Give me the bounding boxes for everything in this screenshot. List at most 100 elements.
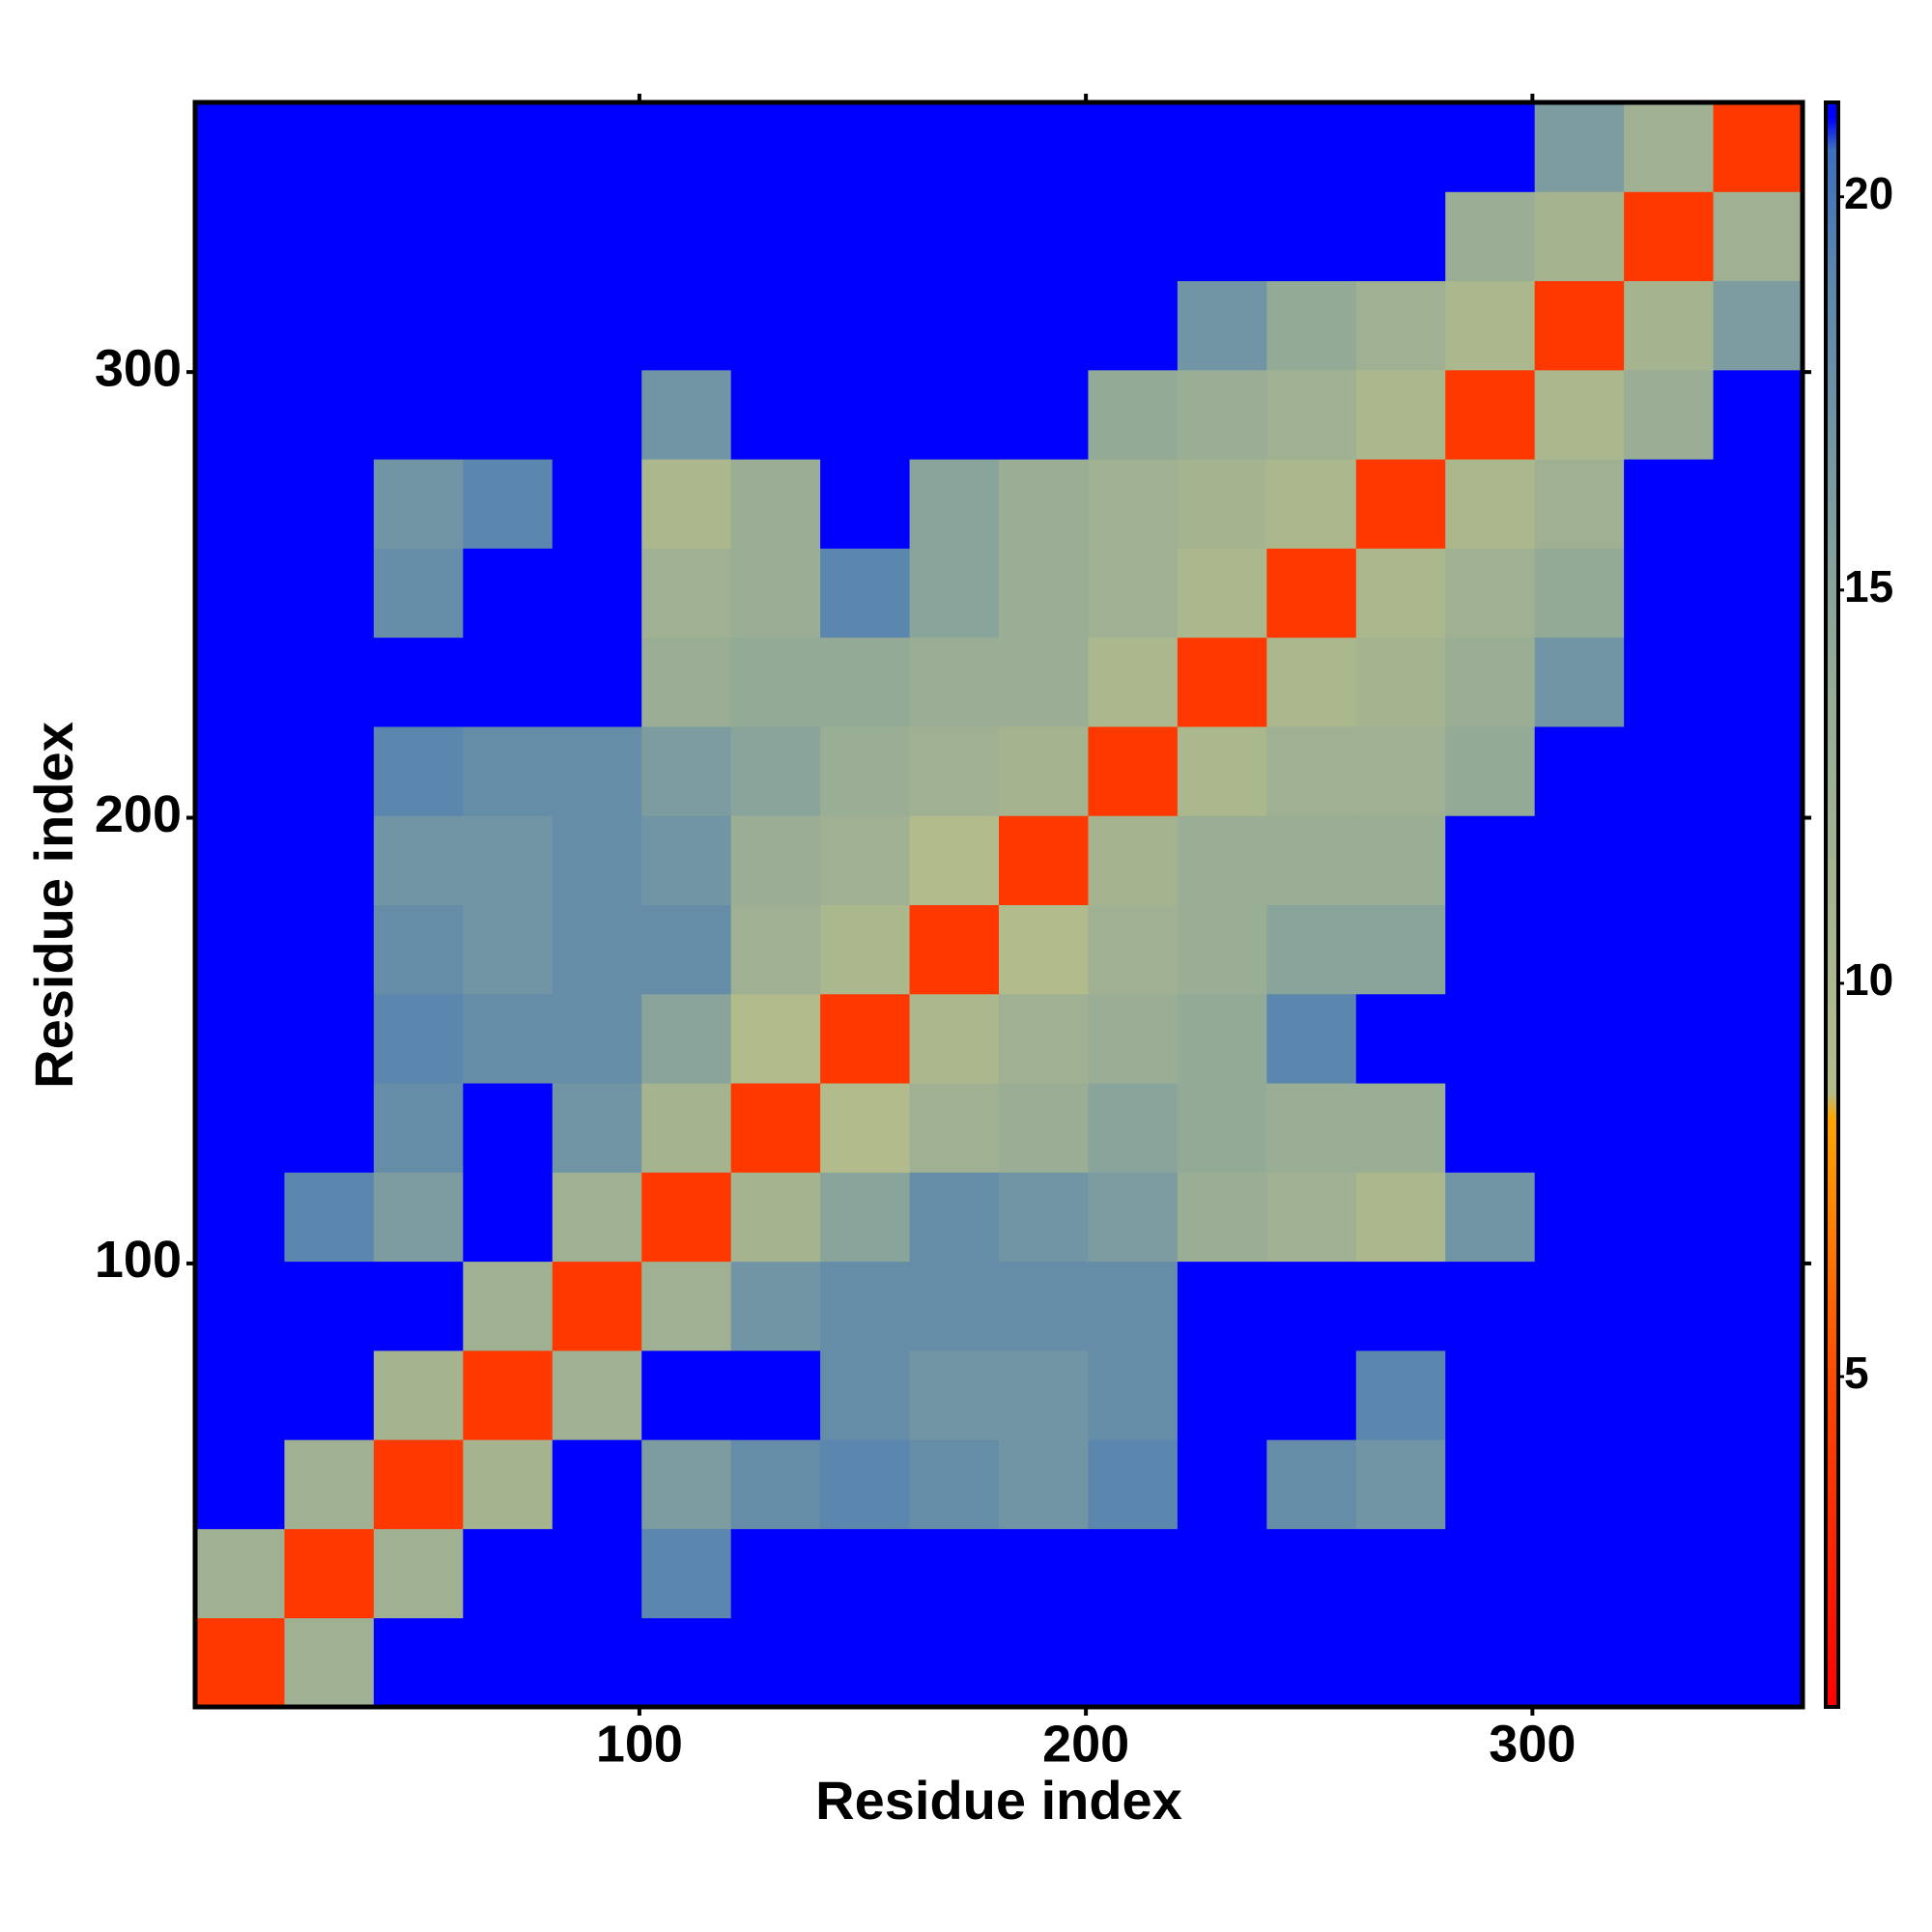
heatmap-cell [730, 369, 821, 460]
heatmap-cell [1355, 904, 1446, 995]
heatmap-cell [909, 1261, 1000, 1351]
heatmap-cell [463, 637, 554, 727]
heatmap-cell [1445, 1617, 1536, 1708]
heatmap-cell [552, 815, 642, 905]
heatmap-cell [1624, 1172, 1715, 1263]
heatmap-cell [1713, 191, 1804, 282]
heatmap-cell [284, 904, 375, 995]
heatmap-cells [195, 102, 1804, 1708]
heatmap-cell [1088, 637, 1179, 727]
heatmap-cell [284, 548, 375, 639]
heatmap-cell [463, 1528, 554, 1619]
heatmap-cell [1088, 815, 1179, 905]
heatmap-cell [1713, 102, 1804, 192]
x-tick-label: 200 [1042, 1715, 1129, 1773]
heatmap-cell [1624, 1617, 1715, 1708]
heatmap-cell [820, 459, 911, 549]
colorbar-tick-label: 10 [1844, 954, 1893, 1005]
heatmap-cell [1445, 459, 1536, 549]
heatmap-cell [1534, 102, 1625, 192]
heatmap-cell [820, 1439, 911, 1529]
heatmap-cell [1177, 1261, 1267, 1351]
y-tick-label: 100 [95, 1231, 182, 1289]
heatmap-cell [909, 459, 1000, 549]
heatmap-cell [730, 1172, 821, 1263]
heatmap-cell [1624, 369, 1715, 460]
heatmap-cell [1177, 1439, 1267, 1529]
heatmap-cell [820, 1261, 911, 1351]
heatmap-cell [552, 1083, 642, 1173]
heatmap-cell [1624, 815, 1715, 905]
heatmap-cell [373, 102, 464, 192]
heatmap-cell [641, 280, 732, 371]
heatmap-cell [909, 993, 1000, 1084]
heatmap-cell [195, 369, 285, 460]
heatmap-cell [999, 637, 1089, 727]
heatmap-cell [1624, 102, 1715, 192]
heatmap-cell [195, 1261, 285, 1351]
x-tick-label: 300 [1489, 1715, 1576, 1773]
heatmap-cell [730, 280, 821, 371]
heatmap-cell [373, 548, 464, 639]
heatmap-cell [1445, 815, 1536, 905]
heatmap-cell [1445, 1261, 1536, 1351]
heatmap-cell [1713, 1350, 1804, 1440]
heatmap-cell [373, 1172, 464, 1263]
heatmap-cell [463, 369, 554, 460]
heatmap-cell [463, 725, 554, 816]
heatmap-cell [820, 1083, 911, 1173]
heatmap-cell [463, 1083, 554, 1173]
heatmap-cell [820, 815, 911, 905]
heatmap-cell [552, 459, 642, 549]
heatmap-cell [552, 904, 642, 995]
heatmap-cell [1088, 1617, 1179, 1708]
heatmap-cell [1534, 280, 1625, 371]
heatmap-cell [1088, 1350, 1179, 1440]
heatmap-cell [1266, 459, 1357, 549]
heatmap-cell [999, 1439, 1089, 1529]
heatmap-cell [999, 1528, 1089, 1619]
heatmap-cell [552, 1350, 642, 1440]
heatmap-cell [1534, 993, 1625, 1084]
heatmap-cell [373, 1528, 464, 1619]
heatmap-cell [1713, 637, 1804, 727]
heatmap-cell [1355, 102, 1446, 192]
heatmap-cell [284, 1172, 375, 1263]
heatmap-cell [1355, 280, 1446, 371]
heatmap-cell [463, 815, 554, 905]
heatmap-cell [195, 1172, 285, 1263]
heatmap-cell [730, 548, 821, 639]
heatmap-cell [1088, 102, 1179, 192]
heatmap-cell [730, 1083, 821, 1173]
heatmap-cell [1177, 369, 1267, 460]
heatmap-cell [641, 815, 732, 905]
heatmap-cell [1177, 1617, 1267, 1708]
heatmap-cell [1713, 369, 1804, 460]
heatmap-cell [1534, 1172, 1625, 1263]
heatmap-cell [1177, 1350, 1267, 1440]
heatmap-cell [641, 1261, 732, 1351]
heatmap-cell [284, 1528, 375, 1619]
heatmap-cell [284, 459, 375, 549]
heatmap-cell [820, 1617, 911, 1708]
heatmap-cell [1177, 548, 1267, 639]
heatmap-cell [730, 102, 821, 192]
heatmap-cell [1177, 102, 1267, 192]
heatmap-cell [820, 191, 911, 282]
heatmap-cell [552, 191, 642, 282]
heatmap-cell [1177, 280, 1267, 371]
heatmap-cell [1355, 1528, 1446, 1619]
heatmap-cell [641, 1528, 732, 1619]
heatmap-cell [373, 1083, 464, 1173]
heatmap-cell [1713, 725, 1804, 816]
heatmap-cell [1088, 548, 1179, 639]
heatmap-cell [1445, 904, 1536, 995]
heatmap-cell [373, 1439, 464, 1529]
heatmap-cell [463, 993, 554, 1084]
heatmap-cell [195, 1083, 285, 1173]
heatmap-cell [1266, 1350, 1357, 1440]
heatmap-cell [641, 548, 732, 639]
heatmap-cell [1534, 459, 1625, 549]
heatmap-cell [1088, 369, 1179, 460]
